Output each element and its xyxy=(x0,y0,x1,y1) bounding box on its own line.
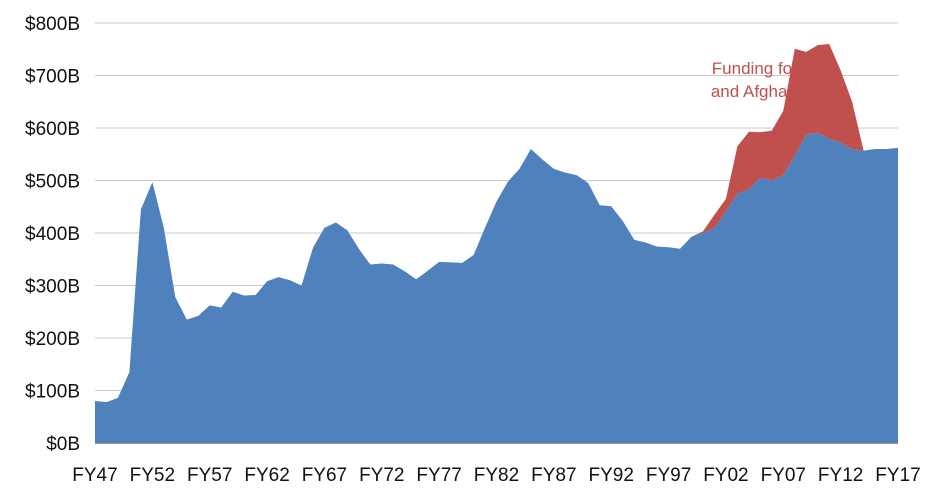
x-tick-label: FY97 xyxy=(646,465,691,486)
y-tick-label: $200B xyxy=(25,329,80,350)
x-tick-label: FY77 xyxy=(416,465,461,486)
y-axis-tick-labels: $0B $100B $200B $300B $400B $500B $600B $700B $8… xyxy=(25,14,80,455)
x-tick-label: FY07 xyxy=(761,465,806,486)
y-tick-label: $100B xyxy=(25,382,80,403)
x-tick-label: FY57 xyxy=(187,465,232,486)
x-tick-label: FY52 xyxy=(130,465,175,486)
x-tick-label: FY92 xyxy=(589,465,634,486)
y-tick-label: $600B xyxy=(25,119,80,140)
x-tick-label: FY62 xyxy=(244,465,289,486)
x-tick-label: FY72 xyxy=(359,465,404,486)
x-tick-label: FY47 xyxy=(72,465,117,486)
y-tick-label: $700B xyxy=(25,67,80,88)
x-tick-label: FY82 xyxy=(474,465,519,486)
x-tick-label: FY87 xyxy=(531,465,576,486)
y-tick-label: $400B xyxy=(25,224,80,245)
annotations: Funding for Iraq and Afghanistan xyxy=(711,59,833,101)
x-axis-tick-labels: FY47 FY52 FY57 FY62 FY67 FY72 FY77 FY82 FY87 FY92… xyxy=(72,465,920,486)
base-budget-area xyxy=(95,132,898,443)
x-tick-label: FY02 xyxy=(703,465,748,486)
y-tick-label: $800B xyxy=(25,14,80,35)
x-tick-label: FY12 xyxy=(818,465,863,486)
x-tick-label: FY67 xyxy=(302,465,347,486)
y-tick-label: $300B xyxy=(25,277,80,298)
war-funding-area xyxy=(691,44,864,237)
y-tick-label: $0B xyxy=(46,434,80,455)
y-tick-label: $500B xyxy=(25,172,80,193)
x-tick-label: FY17 xyxy=(875,465,920,486)
annotation-label: Funding for Iraq and Afghanistan xyxy=(711,59,833,101)
area-series xyxy=(95,44,898,443)
